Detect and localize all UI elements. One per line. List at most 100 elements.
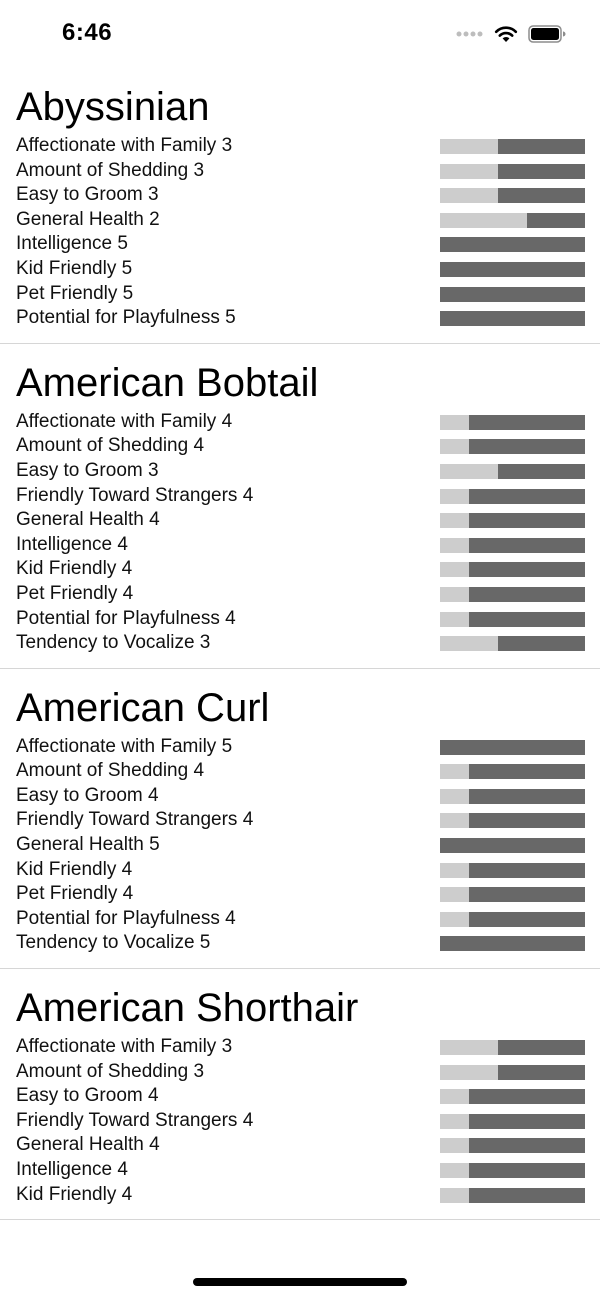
attribute-row: Pet Friendly 4 bbox=[0, 882, 600, 907]
attribute-row: Potential for Playfulness 5 bbox=[0, 306, 600, 331]
attribute-row: Intelligence 4 bbox=[0, 1158, 600, 1183]
attribute-row: Kid Friendly 5 bbox=[0, 257, 600, 282]
rating-bar bbox=[440, 311, 585, 327]
attribute-label: Affectionate with Family 5 bbox=[16, 735, 233, 757]
rating-bar-fill bbox=[469, 813, 585, 829]
attribute-row: Easy to Groom 3 bbox=[0, 183, 600, 208]
rating-bar-fill bbox=[469, 911, 585, 927]
attribute-label: Potential for Playfulness 5 bbox=[16, 307, 236, 329]
rating-bar-fill bbox=[498, 188, 585, 204]
attribute-row: Pet Friendly 4 bbox=[0, 582, 600, 607]
rating-bar bbox=[440, 139, 585, 154]
battery-icon bbox=[528, 25, 566, 43]
attribute-row: Amount of Shedding 4 bbox=[0, 759, 600, 784]
status-time: 6:46 bbox=[62, 19, 113, 46]
rating-bar bbox=[440, 862, 585, 878]
rating-bar bbox=[440, 1064, 585, 1080]
attribute-row: Tendency to Vocalize 5 bbox=[0, 931, 600, 956]
attribute-label: Amount of Shedding 3 bbox=[16, 1060, 205, 1082]
rating-bar-fill bbox=[469, 562, 585, 578]
attribute-row: Amount of Shedding 3 bbox=[0, 1060, 600, 1085]
attribute-row: Pet Friendly 5 bbox=[0, 282, 600, 307]
attribute-label: General Health 2 bbox=[16, 208, 160, 230]
rating-bar-fill bbox=[469, 513, 585, 529]
rating-bar bbox=[440, 414, 585, 430]
status-icons bbox=[456, 22, 566, 46]
rating-bar bbox=[440, 562, 585, 578]
attribute-row: Affectionate with Family 4 bbox=[0, 410, 600, 435]
rating-bar bbox=[440, 764, 585, 780]
attribute-row: Potential for Playfulness 4 bbox=[0, 907, 600, 932]
rating-bar bbox=[440, 463, 585, 479]
attribute-label: Kid Friendly 4 bbox=[16, 858, 133, 880]
rating-bar bbox=[440, 1089, 585, 1105]
rating-bar-fill bbox=[440, 286, 585, 302]
attribute-label: Friendly Toward Strangers 4 bbox=[16, 1109, 254, 1131]
rating-bar bbox=[440, 838, 585, 854]
rating-bar-fill bbox=[498, 636, 585, 652]
rating-bar-fill bbox=[469, 1089, 585, 1105]
attribute-row: Intelligence 4 bbox=[0, 533, 600, 558]
rating-bar-fill bbox=[498, 1040, 585, 1056]
rating-bar-fill bbox=[527, 212, 585, 228]
attribute-row: Kid Friendly 4 bbox=[0, 557, 600, 582]
rating-bar bbox=[440, 586, 585, 602]
attribute-label: Friendly Toward Strangers 4 bbox=[16, 809, 254, 831]
attribute-label: Kid Friendly 4 bbox=[16, 558, 133, 580]
rating-bar-fill bbox=[469, 788, 585, 804]
attribute-row: Easy to Groom 3 bbox=[0, 459, 600, 484]
rating-bar bbox=[440, 936, 585, 952]
breed-list[interactable]: Abyssinian Affectionate with Family 3 Amou… bbox=[0, 68, 600, 1250]
attribute-label: Potential for Playfulness 4 bbox=[16, 607, 236, 629]
rating-bar bbox=[440, 261, 585, 277]
rating-bar-fill bbox=[469, 1138, 585, 1154]
attribute-label: Intelligence 4 bbox=[16, 533, 128, 555]
rating-bar bbox=[440, 537, 585, 553]
rating-bar bbox=[440, 1163, 585, 1178]
attribute-label: Affectionate with Family 3 bbox=[16, 135, 233, 156]
rating-bar-fill bbox=[469, 1187, 585, 1203]
attribute-row: Amount of Shedding 4 bbox=[0, 434, 600, 459]
rating-bar-fill bbox=[469, 586, 585, 602]
rating-bar bbox=[440, 611, 585, 627]
rating-bar bbox=[440, 188, 585, 204]
rating-bar bbox=[440, 636, 585, 652]
breed-name: American Shorthair bbox=[16, 986, 359, 1031]
rating-bar-fill bbox=[498, 1064, 585, 1080]
breed-section: American Bobtail Affectionate with Family… bbox=[0, 344, 600, 669]
rating-bar bbox=[440, 163, 585, 179]
attribute-label: Pet Friendly 4 bbox=[16, 883, 134, 905]
attribute-row: Easy to Groom 4 bbox=[0, 784, 600, 809]
attribute-label: Affectionate with Family 4 bbox=[16, 410, 233, 432]
rating-bar-fill bbox=[469, 764, 585, 780]
cellular-signal-icon bbox=[456, 30, 484, 38]
breed-section: Abyssinian Affectionate with Family 3 Amou… bbox=[0, 68, 600, 344]
breed-section: American Curl Affectionate with Family 5 A… bbox=[0, 669, 600, 970]
rating-bar-fill bbox=[440, 261, 585, 277]
attribute-label: Tendency to Vocalize 3 bbox=[16, 632, 211, 654]
rating-bar bbox=[440, 1113, 585, 1129]
attribute-row: Tendency to Vocalize 3 bbox=[0, 631, 600, 656]
rating-bar bbox=[440, 1187, 585, 1203]
attribute-row: General Health 5 bbox=[0, 833, 600, 858]
rating-bar-fill bbox=[469, 488, 585, 504]
rating-bar bbox=[440, 739, 585, 755]
attribute-label: Amount of Shedding 3 bbox=[16, 159, 205, 181]
attribute-label: Amount of Shedding 4 bbox=[16, 435, 205, 457]
status-bar: 6:46 bbox=[0, 0, 600, 68]
attribute-label: Affectionate with Family 3 bbox=[16, 1036, 233, 1058]
attribute-row: Potential for Playfulness 4 bbox=[0, 607, 600, 632]
rating-bar-fill bbox=[440, 739, 585, 755]
attribute-label: Easy to Groom 3 bbox=[16, 184, 159, 206]
rating-bar-fill bbox=[498, 163, 585, 179]
rating-bar-fill bbox=[469, 439, 585, 455]
rating-bar bbox=[440, 813, 585, 829]
rating-bar bbox=[440, 488, 585, 504]
rating-bar-fill bbox=[469, 537, 585, 553]
home-indicator[interactable] bbox=[193, 1278, 407, 1286]
attribute-label: Easy to Groom 3 bbox=[16, 459, 159, 481]
attribute-row: Kid Friendly 4 bbox=[0, 858, 600, 883]
rating-bar bbox=[440, 513, 585, 529]
attribute-label: Friendly Toward Strangers 4 bbox=[16, 484, 254, 506]
rating-bar bbox=[440, 1040, 585, 1056]
